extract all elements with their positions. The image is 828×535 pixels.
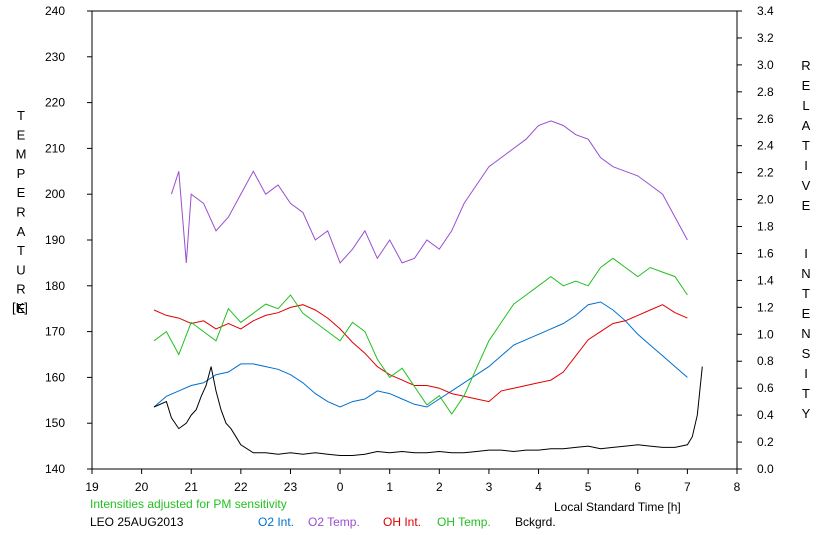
- legend-o2-int: O2 Int.: [258, 515, 294, 529]
- axis-label-letter: I: [804, 366, 808, 381]
- axis-label-letter: T: [17, 108, 25, 123]
- y-left-tick-label: 220: [45, 96, 65, 110]
- legend-oh-int: OH Int.: [383, 515, 421, 529]
- legend-bckgrd: Bckgrd.: [515, 515, 556, 529]
- axis-label-letter: E: [802, 306, 811, 321]
- axis-label-letter: U: [16, 262, 25, 277]
- axis-label-letter: E: [17, 127, 26, 142]
- y-left-tick-label: 160: [45, 370, 65, 384]
- x-tick-label: 4: [535, 480, 542, 494]
- x-tick-label: 23: [284, 480, 298, 494]
- series-bckgrd: [153, 366, 703, 456]
- x-tick-label: 5: [585, 480, 592, 494]
- plot-frame: [91, 10, 738, 470]
- x-tick-label: 7: [684, 480, 691, 494]
- axis-label-letter: A: [17, 224, 26, 239]
- y-right-tick-label: 3.4: [757, 4, 774, 18]
- series-oh-temp: [153, 257, 688, 415]
- left-axis-unit: [K]: [12, 300, 28, 315]
- axis-label-letter: A: [802, 118, 811, 133]
- y-right-tick-label: 2.4: [757, 139, 774, 153]
- axis-label-letter: I: [804, 158, 808, 173]
- x-tick-label: 3: [486, 480, 493, 494]
- y-right-tick-label: 2.0: [757, 193, 774, 207]
- x-tick-label: 2: [436, 480, 443, 494]
- tick-marks: [87, 10, 742, 474]
- y-right-tick-label: 1.6: [757, 246, 774, 260]
- y-left-tick-label: 240: [45, 4, 65, 18]
- axis-label-letter: N: [801, 326, 810, 341]
- y-right-tick-label: 1.8: [757, 220, 774, 234]
- y-right-tick-label: 2.8: [757, 85, 774, 99]
- y-left-tick-label: 230: [45, 50, 65, 64]
- axis-label-letter: V: [802, 178, 811, 193]
- axis-label-letter: E: [17, 301, 26, 316]
- axis-label-letter: E: [802, 198, 811, 213]
- axis-label-letter: N: [801, 266, 810, 281]
- axis-label-letter: P: [17, 166, 26, 181]
- y-right-tick-label: 0.4: [757, 408, 774, 422]
- y-right-tick-label: 2.6: [757, 112, 774, 126]
- axis-label-letter: E: [17, 185, 26, 200]
- y-right-tick-label: 1.0: [757, 327, 774, 341]
- axis-label-letter: Y: [802, 406, 811, 421]
- y-left-tick-label: 150: [45, 416, 65, 430]
- sensitivity-note: Intensities adjusted for PM sensitivity: [90, 497, 287, 511]
- x-tick-label: 8: [734, 480, 741, 494]
- tick-labels: 19 20 21 22 23 0 1 2 3 4 5 6 7 8140150160170180190200…: [45, 4, 774, 494]
- axis-label-letter: R: [16, 205, 25, 220]
- y-left-tick-label: 170: [45, 325, 65, 339]
- axis-label-letter: R: [801, 58, 810, 73]
- x-tick-label: 21: [185, 480, 199, 494]
- axis-label-letter: E: [802, 78, 811, 93]
- axis-label-letter: T: [802, 386, 810, 401]
- axis-label-letter: T: [802, 138, 810, 153]
- y-right-tick-label: 1.2: [757, 300, 774, 314]
- axis-label-letter: T: [802, 286, 810, 301]
- y-right-tick-label: 0.8: [757, 354, 774, 368]
- y-left-tick-label: 140: [45, 462, 65, 476]
- x-tick-label: 1: [386, 480, 393, 494]
- legend-oh-temp: OH Temp.: [437, 515, 491, 529]
- axis-label-letter: I: [804, 246, 808, 261]
- y-right-tick-label: 2.2: [757, 166, 774, 180]
- axis-label-letter: R: [16, 282, 25, 297]
- y-right-tick-label: 1.4: [757, 273, 774, 287]
- x-tick-label: 19: [85, 480, 99, 494]
- axis-label-letter: T: [17, 243, 25, 258]
- axis-label-letter: S: [802, 346, 811, 361]
- axis-label-letter: M: [16, 147, 27, 162]
- series-o2-temp: [170, 120, 688, 264]
- y-right-tick-label: 3.2: [757, 31, 774, 45]
- series-o2-int: [153, 301, 688, 408]
- series-oh-int: [153, 304, 688, 403]
- y-right-tick-label: 0.6: [757, 381, 774, 395]
- y-right-tick-label: 3.0: [757, 58, 774, 72]
- y-left-tick-label: 180: [45, 279, 65, 293]
- x-tick-label: 0: [337, 480, 344, 494]
- axis-label-letter: L: [802, 98, 809, 113]
- y-left-tick-label: 210: [45, 141, 65, 155]
- y-left-tick-label: 190: [45, 233, 65, 247]
- x-axis-label: Local Standard Time [h]: [554, 500, 681, 514]
- station-date: LEO 25AUG2013: [90, 515, 184, 529]
- legend-o2-temp: O2 Temp.: [308, 515, 360, 529]
- x-tick-label: 20: [135, 480, 149, 494]
- y-right-tick-label: 0.2: [757, 435, 774, 449]
- x-tick-label: 22: [234, 480, 248, 494]
- series-lines: [153, 120, 703, 456]
- y-left-tick-label: 200: [45, 187, 65, 201]
- y-right-tick-label: 0.0: [757, 462, 774, 476]
- x-tick-label: 6: [634, 480, 641, 494]
